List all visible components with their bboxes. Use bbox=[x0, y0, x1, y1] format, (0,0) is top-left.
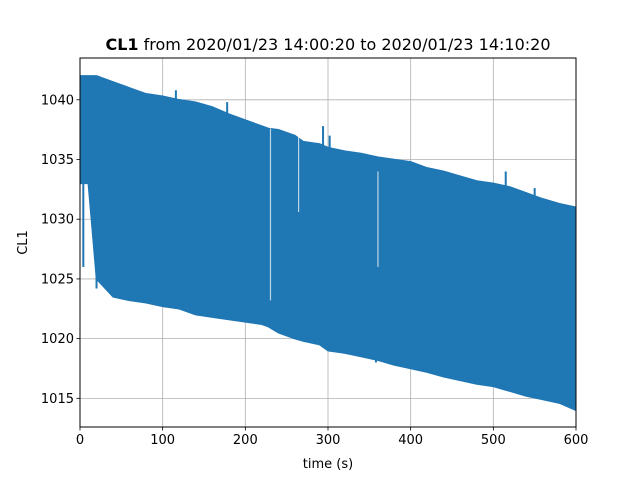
y-tick-label: 1030 bbox=[41, 213, 74, 228]
y-tick-label: 1035 bbox=[41, 153, 74, 168]
x-tick-label: 100 bbox=[150, 433, 175, 448]
chart-title-bold: CL1 bbox=[105, 35, 138, 54]
x-tick-label: 600 bbox=[564, 433, 589, 448]
y-tick-label: 1040 bbox=[41, 93, 74, 108]
x-tick-label: 300 bbox=[316, 433, 341, 448]
series-group bbox=[80, 75, 576, 412]
series-oscillation bbox=[80, 75, 576, 411]
plot-frame bbox=[79, 57, 577, 428]
y-tick-label: 1015 bbox=[41, 392, 74, 407]
tick-layer: 0 100 200 300 400 500 600 1015 1020 1025 1030 1035 1… bbox=[41, 93, 589, 448]
x-tick-label: 400 bbox=[398, 433, 423, 448]
x-tick-label: 200 bbox=[233, 433, 258, 448]
x-axis-label: time (s) bbox=[303, 457, 353, 472]
plot-layer bbox=[80, 75, 576, 412]
x-tick-label: 0 bbox=[76, 433, 84, 448]
y-tick-label: 1020 bbox=[41, 332, 74, 347]
y-tick-label: 1025 bbox=[41, 272, 74, 287]
chart-title: CL1 from 2020/01/23 14:00:20 to 2020/01/… bbox=[105, 35, 550, 54]
chart-title-rest: from 2020/01/23 14:00:20 to 2020/01/23 1… bbox=[139, 35, 551, 54]
y-axis-label: CL1 bbox=[16, 230, 31, 255]
x-tick-label: 500 bbox=[481, 433, 506, 448]
